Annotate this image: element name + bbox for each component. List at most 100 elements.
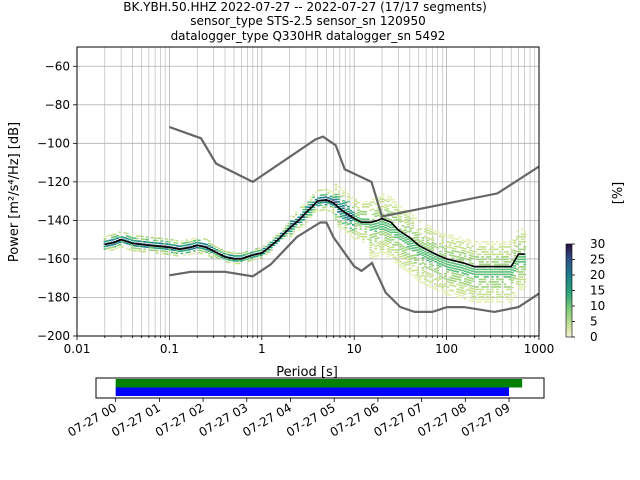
histogram-cell bbox=[419, 248, 422, 250]
histogram-cell bbox=[486, 293, 489, 296]
histogram-cell bbox=[506, 251, 509, 253]
histogram-cell bbox=[419, 220, 422, 223]
histogram-cell bbox=[451, 289, 455, 292]
histogram-cell bbox=[521, 258, 524, 261]
histogram-cell bbox=[511, 296, 514, 299]
histogram-cell bbox=[448, 284, 452, 286]
histogram-cell bbox=[319, 194, 323, 197]
histogram-cell bbox=[471, 257, 474, 260]
histogram-cell bbox=[111, 246, 114, 249]
histogram-cell bbox=[456, 273, 460, 276]
histogram-cell bbox=[453, 265, 457, 268]
histogram-cell bbox=[371, 208, 375, 211]
histogram-cell bbox=[280, 232, 283, 235]
histogram-cell bbox=[414, 239, 417, 242]
histogram-cell bbox=[371, 226, 375, 228]
histogram-cell bbox=[215, 248, 219, 251]
histogram-cell bbox=[319, 209, 323, 212]
histogram-cell bbox=[379, 228, 382, 231]
histogram-cell bbox=[478, 291, 482, 293]
histogram-cell bbox=[486, 296, 489, 298]
histogram-cell bbox=[461, 282, 464, 284]
histogram-cell bbox=[292, 220, 296, 223]
histogram-cell bbox=[508, 271, 512, 273]
histogram-cell bbox=[506, 273, 509, 276]
histogram-cell bbox=[354, 202, 358, 205]
histogram-cell bbox=[453, 267, 457, 270]
histogram-cell bbox=[473, 288, 477, 291]
histogram-cell bbox=[496, 241, 499, 243]
timeline-tick-label: 07-27 01 bbox=[109, 400, 163, 439]
histogram-cell bbox=[389, 196, 392, 199]
histogram-cell bbox=[255, 248, 258, 250]
histogram-cell bbox=[396, 206, 400, 209]
histogram-cell bbox=[379, 248, 382, 251]
histogram-cell bbox=[399, 253, 402, 256]
histogram-cell bbox=[488, 301, 492, 303]
histogram-cell bbox=[138, 247, 141, 250]
histogram-cell bbox=[414, 234, 417, 237]
histogram-cell bbox=[309, 209, 313, 211]
histogram-cell bbox=[513, 255, 517, 257]
histogram-cell bbox=[521, 248, 524, 251]
histogram-cell bbox=[476, 301, 479, 303]
histogram-cell bbox=[352, 211, 355, 214]
histogram-cell bbox=[501, 301, 504, 303]
histogram-cell bbox=[299, 226, 303, 229]
histogram-cell bbox=[486, 298, 489, 301]
histogram-cell bbox=[160, 237, 164, 240]
histogram-cell bbox=[307, 203, 310, 206]
histogram-cell bbox=[431, 264, 435, 267]
histogram-cell bbox=[163, 248, 166, 250]
histogram-cell bbox=[130, 247, 134, 249]
x-tick-label: 0.1 bbox=[160, 342, 179, 356]
histogram-cell bbox=[379, 233, 382, 236]
histogram-cell bbox=[121, 246, 124, 248]
histogram-cell bbox=[501, 273, 504, 276]
histogram-cell bbox=[317, 209, 320, 212]
histogram-cell bbox=[113, 243, 117, 245]
histogram-cell bbox=[404, 219, 407, 221]
histogram-cell bbox=[265, 250, 268, 253]
histogram-cell bbox=[436, 277, 440, 279]
histogram-cell bbox=[518, 236, 522, 238]
histogram-cell bbox=[210, 251, 214, 254]
histogram-cell bbox=[195, 246, 199, 249]
histogram-cell bbox=[381, 205, 385, 208]
histogram-cell bbox=[461, 287, 464, 289]
histogram-cell bbox=[448, 241, 452, 244]
histogram-cell bbox=[426, 229, 430, 232]
histogram-cell bbox=[523, 253, 527, 256]
histogram-cell bbox=[406, 253, 410, 256]
histogram-cell bbox=[193, 247, 196, 250]
histogram-cell bbox=[334, 218, 338, 221]
histogram-cell bbox=[317, 204, 320, 207]
histogram-cell bbox=[389, 219, 392, 221]
histogram-cell bbox=[429, 280, 432, 283]
histogram-cell bbox=[103, 248, 107, 250]
histogram-cell bbox=[292, 225, 296, 228]
histogram-cell bbox=[207, 252, 211, 255]
histogram-cell bbox=[386, 225, 390, 228]
histogram-cell bbox=[486, 256, 489, 258]
histogram-cell bbox=[352, 224, 355, 226]
histogram-cell bbox=[379, 198, 382, 201]
histogram-cell bbox=[493, 281, 497, 283]
histogram-cell bbox=[225, 261, 228, 263]
histogram-cell bbox=[396, 234, 400, 236]
histogram-cell bbox=[130, 237, 134, 239]
histogram-cell bbox=[384, 239, 387, 242]
histogram-cell bbox=[342, 189, 345, 192]
histogram-cell bbox=[511, 251, 514, 254]
title-line-2: sensor_type STS-2.5 sensor_sn 120950 bbox=[190, 14, 425, 28]
histogram-cell bbox=[466, 271, 469, 273]
histogram-cell bbox=[491, 251, 494, 253]
histogram-cell bbox=[314, 191, 318, 193]
histogram-cell bbox=[113, 235, 117, 238]
histogram-cell bbox=[198, 242, 201, 244]
histogram-cell bbox=[429, 285, 432, 288]
histogram-cell bbox=[160, 242, 164, 245]
histogram-cell bbox=[451, 257, 455, 259]
histogram-cell bbox=[399, 218, 402, 221]
histogram-cell bbox=[282, 230, 286, 232]
